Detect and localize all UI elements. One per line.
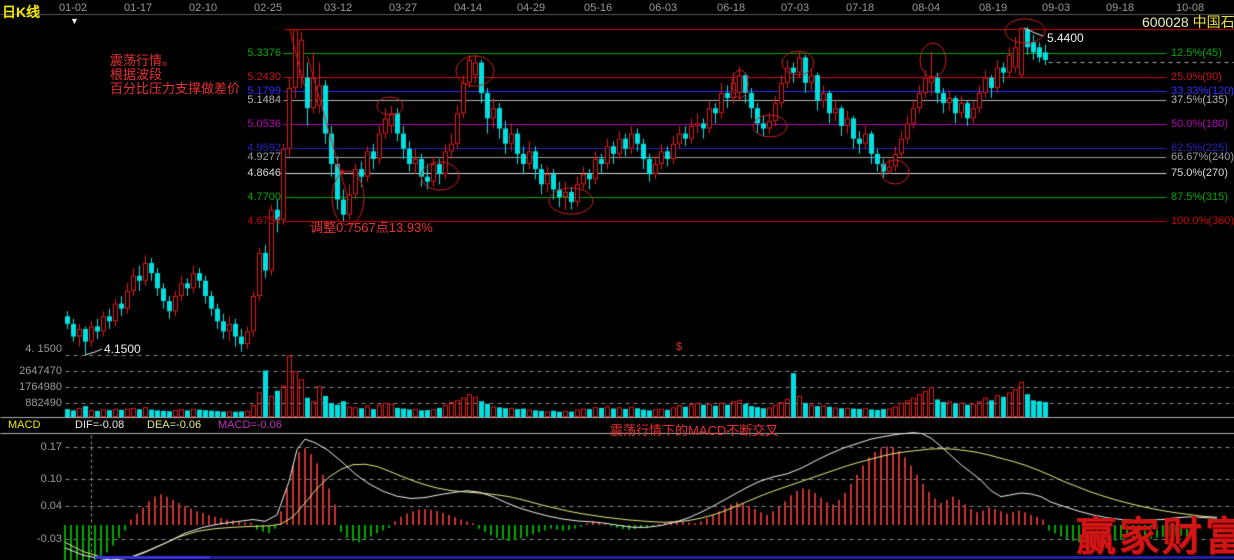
fib-percent-label: 100.0%(360) <box>1171 215 1234 227</box>
annotation-macd-note: 震荡行情下的MACD不断交叉 <box>610 423 779 438</box>
fib-percent-label: 75.0%(270) <box>1171 167 1228 179</box>
fib-price-label: 5.2430 <box>247 71 281 83</box>
fib-percent-label: 12.5%(45) <box>1171 47 1222 59</box>
annotation-line1: 震荡行情。 <box>110 53 176 68</box>
fib-percent-label: 37.5%(135) <box>1171 94 1228 106</box>
dollar-marker: $ <box>676 341 683 353</box>
stock-code: 600028 <box>1142 14 1189 30</box>
date-tick-label: 01-17 <box>124 2 153 14</box>
macd-dif-value: DIF=-0.08 <box>75 419 125 431</box>
fib-percent-label: 87.5%(315) <box>1171 191 1228 203</box>
date-tick-label: 07-18 <box>846 2 875 14</box>
fib-price-label: 5.0536 <box>247 118 281 130</box>
fib-percent-label: 50.0%(180) <box>1171 118 1228 130</box>
date-tick-label: 09-18 <box>1106 2 1135 14</box>
stock-title: 600028 中国石化 <box>1142 12 1234 32</box>
low-price-callout: 4.1500 <box>104 342 141 356</box>
macd-indicator-label[interactable]: MACD <box>8 419 41 431</box>
volume-axis-label: 882490 <box>25 397 62 409</box>
volume-axis-label: 1764980 <box>19 381 62 393</box>
fib-percent-label: 25.0%(90) <box>1171 71 1222 83</box>
annotation-line2: 根据波段 <box>110 67 163 82</box>
macd-hist-value: MACD=-0.06 <box>218 419 282 431</box>
price-axis-low-label: 4. 1500 <box>25 343 62 355</box>
macd-axis-label: 0.04 <box>40 500 62 512</box>
date-tick-label: 08-04 <box>912 2 941 14</box>
fib-percent-label: 66.67%(240) <box>1171 151 1234 163</box>
date-tick-label: 07-03 <box>781 2 810 14</box>
macd-axis-label: 0.17 <box>40 441 62 453</box>
date-tick-label: 03-12 <box>324 2 353 14</box>
fib-price-label: 4.9592 <box>247 142 281 154</box>
annotation-adjust: 调整0.7567点13.93% <box>310 220 433 235</box>
fib-price-label: 4.9277 <box>247 151 281 163</box>
macd-axis-label: -0.03 <box>36 533 62 545</box>
watermark: 赢家财富网 <box>1076 514 1234 560</box>
date-tick-label: 08-19 <box>979 2 1008 14</box>
date-tick-label: 10-08 <box>1176 2 1205 14</box>
date-tick-label: 03-27 <box>389 2 418 14</box>
date-tick-label: 06-03 <box>649 2 678 14</box>
fib-price-label: 4.7700 <box>247 191 281 203</box>
fib-percent-label: 62.5%(225) <box>1171 142 1228 154</box>
date-tick-label: 02-25 <box>254 2 283 14</box>
chevron-down-icon[interactable]: ▼ <box>70 16 79 26</box>
date-tick-label: 04-14 <box>454 2 483 14</box>
fib-percent-label: 33.33%(120) <box>1171 85 1234 97</box>
high-price-callout: 5.4400 <box>1047 31 1084 45</box>
date-tick-label: 02-10 <box>189 2 218 14</box>
macd-axis-label: 0.10 <box>40 473 62 485</box>
stock-name: 中国石化 <box>1192 14 1234 30</box>
fib-price-label: 4.6754 <box>247 215 281 227</box>
date-tick-label: 05-16 <box>584 2 613 14</box>
fib-price-label: 5.1484 <box>247 94 281 106</box>
fib-price-label: 4.8646 <box>247 167 281 179</box>
date-tick-label: 06-18 <box>717 2 746 14</box>
date-tick-label: 04-29 <box>517 2 546 14</box>
macd-dea-value: DEA=-0.06 <box>147 419 202 431</box>
date-tick-label: 09-03 <box>1042 2 1071 14</box>
fib-price-label: 5.3376 <box>247 47 281 59</box>
fib-price-label: 5.1799 <box>247 85 281 97</box>
date-tick-label: 01-02 <box>59 2 88 14</box>
volume-axis-label: 2647470 <box>19 365 62 377</box>
annotation-line3: 百分比压力支撑做差价 <box>110 81 241 96</box>
period-label: 日K线 <box>2 4 41 20</box>
